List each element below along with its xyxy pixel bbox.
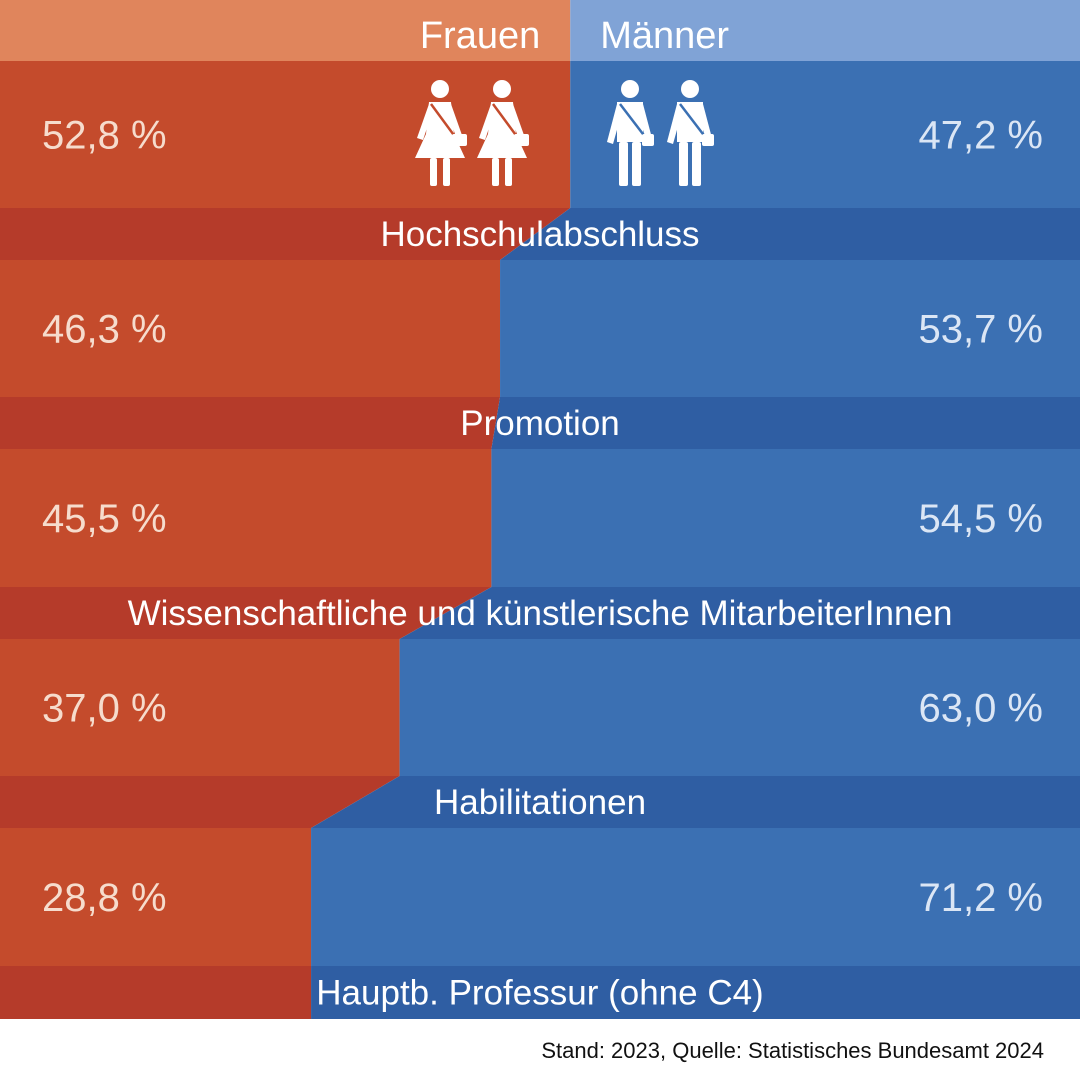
stage-band-women	[0, 776, 400, 828]
stage-band-men	[311, 966, 1080, 1019]
category-label: Hochschulabschluss	[380, 215, 699, 254]
value-label-women: 45,5 %	[42, 497, 167, 541]
stage-band-women	[0, 587, 492, 639]
bar-women	[0, 449, 492, 587]
chart-text-group: Frauen Männer 52,8 % 47,2 % 46,3 % 53,7 % 45,5…	[42, 15, 1043, 1013]
category-label: Hauptb. Professur (ohne C4)	[316, 974, 763, 1013]
category-label: Habilitationen	[434, 783, 646, 822]
stage-band-women	[0, 966, 312, 1019]
bar-men	[311, 828, 1080, 966]
bar-men	[500, 260, 1080, 397]
bar-women	[0, 639, 400, 776]
icon-group	[415, 80, 714, 186]
value-label-women: 28,8 %	[42, 876, 167, 920]
legend-label-women: Frauen	[420, 15, 540, 57]
stage-band-women	[0, 208, 571, 260]
bar-men	[491, 449, 1080, 587]
stage-band-women	[0, 397, 501, 449]
stage-band-men	[311, 776, 1080, 828]
value-label-men: 47,2 %	[918, 114, 1043, 158]
bar-women	[0, 61, 571, 208]
value-label-men: 53,7 %	[918, 308, 1043, 352]
legend-band-women	[0, 0, 571, 61]
man-icon	[607, 80, 654, 186]
value-label-men: 63,0 %	[918, 687, 1043, 731]
woman-icon	[415, 80, 467, 186]
legend-band-men	[570, 0, 1080, 61]
bar-women	[0, 260, 501, 397]
value-label-men: 54,5 %	[918, 497, 1043, 541]
bar-men	[570, 61, 1080, 208]
man-icon	[667, 80, 714, 186]
chart-bands	[0, 0, 1080, 1019]
stage-band-men	[491, 397, 1080, 449]
category-label: Promotion	[460, 404, 620, 443]
value-label-men: 71,2 %	[918, 876, 1043, 920]
value-label-women: 37,0 %	[42, 687, 167, 731]
stage-band-men	[500, 208, 1080, 260]
bar-men	[399, 639, 1080, 776]
value-label-women: 52,8 %	[42, 114, 167, 158]
value-label-women: 46,3 %	[42, 308, 167, 352]
bar-women	[0, 828, 312, 966]
category-label: Wissenschaftliche und künstlerische Mita…	[128, 594, 953, 633]
stage-band-men	[399, 587, 1080, 639]
legend-label-men: Männer	[600, 15, 729, 57]
source-note: Stand: 2023, Quelle: Statistisches Bunde…	[541, 1038, 1044, 1063]
woman-icon	[477, 80, 529, 186]
